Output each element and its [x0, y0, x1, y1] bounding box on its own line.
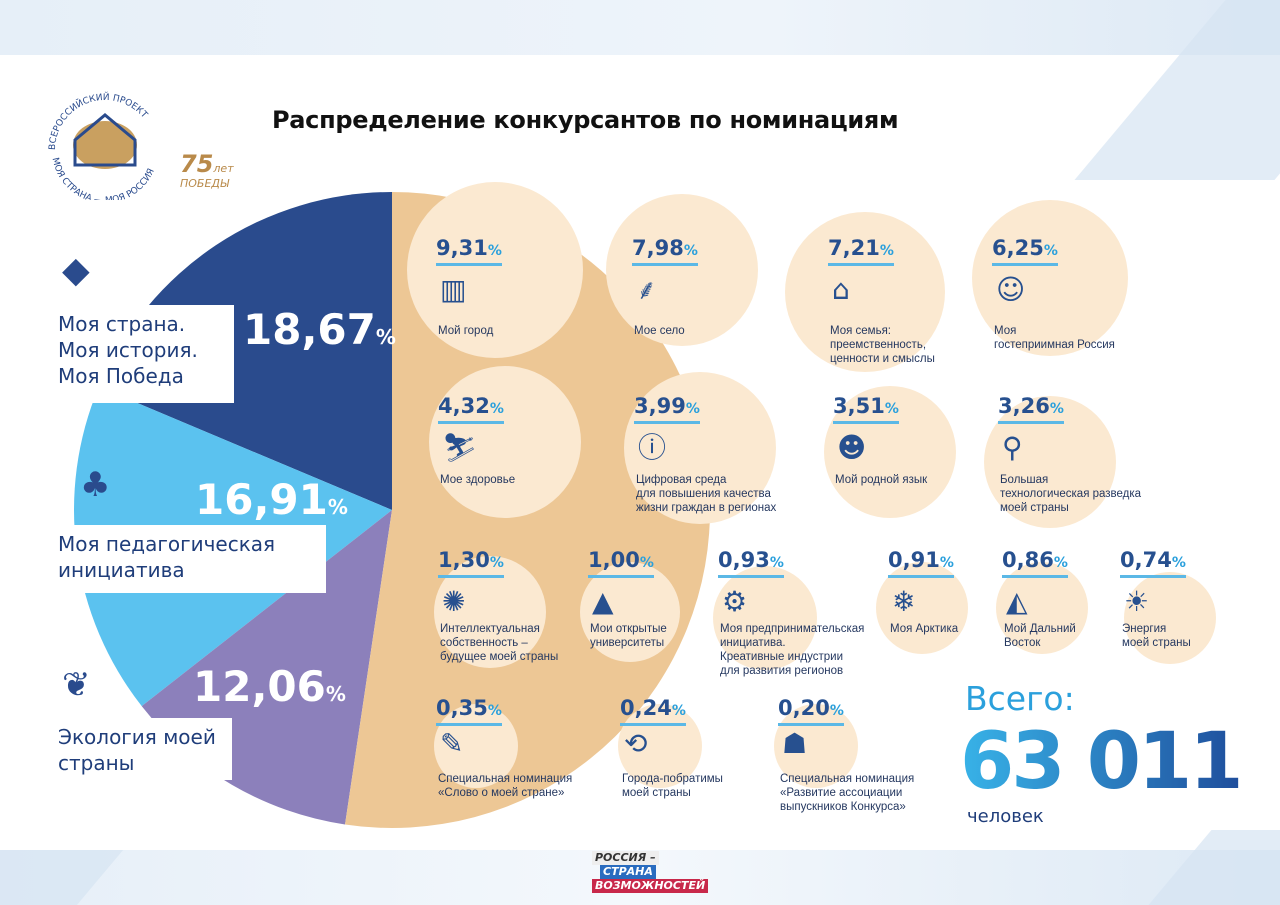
nomination-value: 1,30% — [438, 548, 504, 578]
project-logo: ВСЕРОССИЙСКИЙ ПРОЕКТ МОЯ СТРАНА — МОЯ РО… — [48, 91, 157, 200]
nomination-value: 0,91% — [888, 548, 954, 578]
nomination-value: 3,51% — [833, 394, 899, 424]
russia-map-icon: ⟲ — [624, 727, 648, 760]
nomination-bubble — [606, 194, 758, 346]
nomination-value: 9,31% — [436, 236, 502, 266]
page-title: Распределение конкурсантов по номинациям — [272, 106, 899, 134]
feather-icon: ✎ — [440, 727, 464, 760]
nomination-bubble — [785, 212, 945, 372]
slice-value-pedagogical: 16,91% — [195, 475, 348, 524]
nomination-label: Мое здоровье — [440, 474, 516, 486]
victory-75-badge: 75лет ПОБЕДЫ — [180, 150, 234, 190]
brain-icon: ✺ — [442, 585, 466, 618]
top-band — [0, 0, 1280, 55]
nomination-value: 6,25% — [992, 236, 1058, 266]
city-icon: ▥ — [440, 273, 467, 306]
nomination-label: Моя гостеприимная Россия — [994, 325, 1115, 351]
magnifier-globe-icon: ⚲ — [1002, 431, 1023, 464]
nomination-value: 0,86% — [1002, 548, 1068, 578]
slice-label-my-country: Моя страна. Моя история. Моя Победа — [48, 305, 234, 403]
nomination-value: 0,35% — [436, 696, 502, 726]
nomination-bubble — [984, 396, 1116, 528]
slice-label-pedagogical: Моя педагогическая инициатива — [48, 525, 326, 593]
russia-map-icon: ◆ — [62, 250, 90, 291]
nomination-label: Мой Дальний Восток — [1004, 623, 1076, 649]
nomination-value: 1,00% — [588, 548, 654, 578]
nomination-label: Моя предпринимательская инициатива. Креа… — [720, 623, 865, 677]
arctic-icon: ❄ — [892, 585, 916, 618]
nomination-bubble — [774, 704, 858, 788]
far-east-map-icon: ◭ — [1006, 585, 1028, 618]
nomination-label: Мой город — [438, 325, 494, 337]
gears-icon: ⚙ — [722, 585, 748, 618]
hostess-icon: ☺ — [996, 273, 1026, 306]
nomination-bubble — [824, 386, 956, 518]
solar-panel-icon: ☀ — [1124, 585, 1150, 618]
pushkin-icon: ☻ — [837, 431, 867, 464]
nomination-label: Интеллектуальная собственность – будущее… — [440, 623, 559, 663]
nomination-value: 7,98% — [632, 236, 698, 266]
nomination-label: Моя Арктика — [890, 623, 959, 635]
nomination-value: 0,24% — [620, 696, 686, 726]
nomination-bubble — [407, 182, 583, 358]
skiers-icon: ⛷ — [442, 431, 478, 464]
nomination-label: Мой родной язык — [835, 474, 928, 486]
nomination-value: 0,20% — [778, 696, 844, 726]
nomination-value: 3,26% — [998, 394, 1064, 424]
nomination-bubble — [1124, 572, 1216, 664]
nomination-label: Моя семья: преемственность, ценности и с… — [830, 325, 935, 365]
nomination-value: 7,21% — [828, 236, 894, 266]
graduation-cap-icon: ▲ — [592, 585, 614, 618]
slice-label-ecology: Экология моей страны — [48, 718, 232, 780]
pie-slice-0 — [98, 192, 392, 510]
stork-icon: ♣ — [80, 465, 111, 505]
nomination-bubble — [434, 556, 546, 668]
nomination-label: Специальная номинация «Слово о моей стра… — [438, 773, 573, 799]
nomination-label: Города-побратимы моей страны — [622, 773, 723, 799]
nomination-value: 0,74% — [1120, 548, 1186, 578]
nomination-label: Мои открытые университеты — [590, 623, 667, 649]
nomination-value: 3,99% — [634, 394, 700, 424]
slice-value-my-country: 18,67% — [243, 305, 396, 354]
wifi-info-icon: ⓘ — [638, 431, 667, 464]
nomination-bubble — [713, 566, 817, 670]
nomination-value: 0,93% — [718, 548, 784, 578]
nomination-value: 4,32% — [438, 394, 504, 424]
nomination-bubble — [618, 704, 702, 788]
nomination-bubble — [972, 200, 1128, 356]
nomination-bubble — [429, 366, 581, 518]
nomination-label: Мое село — [634, 325, 685, 337]
footer-logo: РОССИЯ – СТРАНА ВОЗМОЖНОСТЕЙ — [592, 851, 709, 893]
total-label: Всего: — [965, 679, 1075, 718]
nomination-label: Цифровая среда для повышения качества жи… — [636, 474, 777, 514]
nomination-label: Большая технологическая разведка моей ст… — [1000, 474, 1142, 514]
family-icon: ⌂ — [832, 273, 850, 306]
nomination-bubble — [624, 372, 776, 524]
total-value: 63 011 — [960, 717, 1244, 807]
wheat-icon: ⸙ — [636, 273, 658, 306]
total-unit: человек — [967, 806, 1044, 827]
nomination-bubble — [580, 562, 680, 662]
slice-value-ecology: 12,06% — [193, 662, 346, 711]
nomination-label: Энергия моей страны — [1122, 623, 1191, 649]
nomination-bubble — [434, 704, 518, 788]
leaf-icon: ❦ — [62, 665, 91, 705]
people-group-icon: ☗ — [782, 727, 808, 760]
nomination-label: Специальная номинация «Развитие ассоциац… — [780, 773, 915, 813]
